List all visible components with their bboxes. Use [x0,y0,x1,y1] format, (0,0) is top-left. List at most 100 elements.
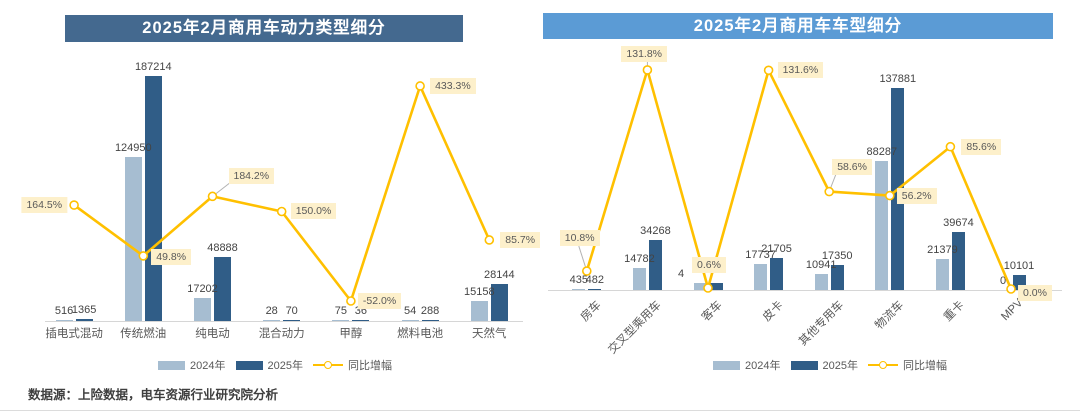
legend-item-2024: 2024年 [158,357,226,373]
value-label: 17202 [187,283,218,296]
yoy-data-point [763,65,774,76]
yoy-data-point [276,206,287,217]
value-label: 15158 [464,286,495,299]
legend-label: 同比增幅 [902,360,947,372]
yoy-percentage-badge: 0.6% [692,257,726,273]
legend-line-marker-icon [867,360,898,370]
value-label: 34268 [640,224,671,237]
bar-2024 [632,268,646,290]
power-type-chart-title: 2025年2月商用车动力类型细分 [65,15,463,42]
bar-2024 [572,288,586,290]
yoy-percentage-badge: 184.2% [228,168,275,185]
page-bottom-divider [0,410,1080,411]
vehicle-type-chart-title: 2025年2月商用车车型细分 [543,13,1053,39]
value-label: 14782 [624,253,655,266]
value-label: 288 [420,304,440,317]
bar-2025 [951,231,965,290]
bar-2025 [770,258,784,290]
legend-swatch [235,360,263,370]
bar-2025 [144,76,162,321]
legend-item-2025: 2025年 [790,357,858,373]
value-label: 516 [54,304,74,317]
yoy-percentage-badge: 150.0% [290,203,337,220]
bar-2024 [693,282,707,290]
yoy-percentage-badge: 85.7% [500,231,541,248]
category-label: 其他专用车 [796,299,846,349]
yoy-data-point [207,191,218,202]
yoy-percentage-badge: 56.2% [896,187,937,204]
category-label: 重卡 [942,299,968,324]
value-label: 28144 [484,269,515,282]
category-label: 物流车 [873,299,907,333]
badge-leader-line [828,173,837,192]
legend-label: 2025年 [267,360,303,372]
category-label: 房车 [578,299,604,324]
power-type-chart-legend: 2024年 2025年 同比增幅 [150,357,400,373]
yoy-percentage-badge: 131.6% [777,62,824,79]
yoy-data-point [945,141,956,152]
category-label: 交叉型乘用车 [606,299,665,357]
value-label: 21705 [761,243,792,256]
bar-2025 [352,319,370,321]
yoy-percentage-badge: 85.6% [961,138,1002,155]
x-axis-line [45,321,523,322]
category-label: 皮卡 [760,299,786,324]
yoy-percentage-badge: -52.0% [357,293,402,309]
bar-2025 [421,319,439,321]
value-label: 88287 [866,145,898,158]
legend-item-2024: 2024年 [713,357,781,373]
legend-label: 同比增幅 [347,360,392,372]
bar-2024 [875,160,889,290]
category-label: 混合动力 [258,328,305,340]
yoy-percentage-badge: 433.3% [430,77,476,94]
bar-2024 [124,157,142,321]
legend-label: 2024年 [745,360,781,372]
value-label: 10101 [1003,260,1035,273]
bar-2025 [588,288,602,290]
legend-item-2025: 2025年 [235,357,303,373]
bar-2024 [470,301,488,321]
x-axis-line [548,290,1062,291]
value-label: 54 [403,304,417,317]
value-label: 1365 [71,304,97,317]
value-label: 124950 [114,142,152,155]
badge-leader-line [578,245,588,272]
category-label: 插电式混动 [45,328,103,340]
yoy-percentage-badge: 10.8% [559,230,600,247]
legend-label: 2024年 [190,360,226,372]
yoy-percentage-badge: 58.6% [832,158,872,175]
value-label: 75 [334,304,348,317]
category-label: 甲醇 [339,328,363,340]
value-label: 21379 [927,243,958,256]
yoy-data-point [484,235,495,245]
yoy-data-point [415,81,425,91]
legend-line-marker-icon [312,360,343,370]
category-label: 客车 [699,299,725,324]
data-source-note: 数据源：上险数据，电车资源行业研究院分析 [28,388,279,402]
legend-item-yoy: 同比增幅 [867,357,947,373]
bar-2025 [75,319,93,321]
bar-2024 [55,319,73,321]
category-label: 燃料电池 [397,328,444,340]
bar-2025 [490,284,508,321]
yoy-data-point [642,65,653,75]
legend-label: 2025年 [822,360,858,372]
bar-2024 [814,273,828,290]
yoy-data-point [824,186,835,197]
yoy-percentage-badge: 131.8% [621,45,668,62]
category-label: 天然气 [472,328,507,340]
legend-swatch [790,360,818,370]
value-label: 17350 [821,249,853,262]
category-label: 传统燃油 [120,328,167,340]
yoy-percentage-badge: 164.5% [21,197,68,214]
bar-2024 [935,258,949,290]
value-label: 39674 [943,216,974,229]
legend-swatch [158,360,186,370]
value-label: 48888 [207,242,238,255]
value-label: 28 [265,304,278,317]
yoy-percentage-badge: 49.8% [151,248,192,265]
value-label: 70 [285,304,298,317]
bar-2024 [194,298,211,321]
bar-2024 [263,319,281,321]
